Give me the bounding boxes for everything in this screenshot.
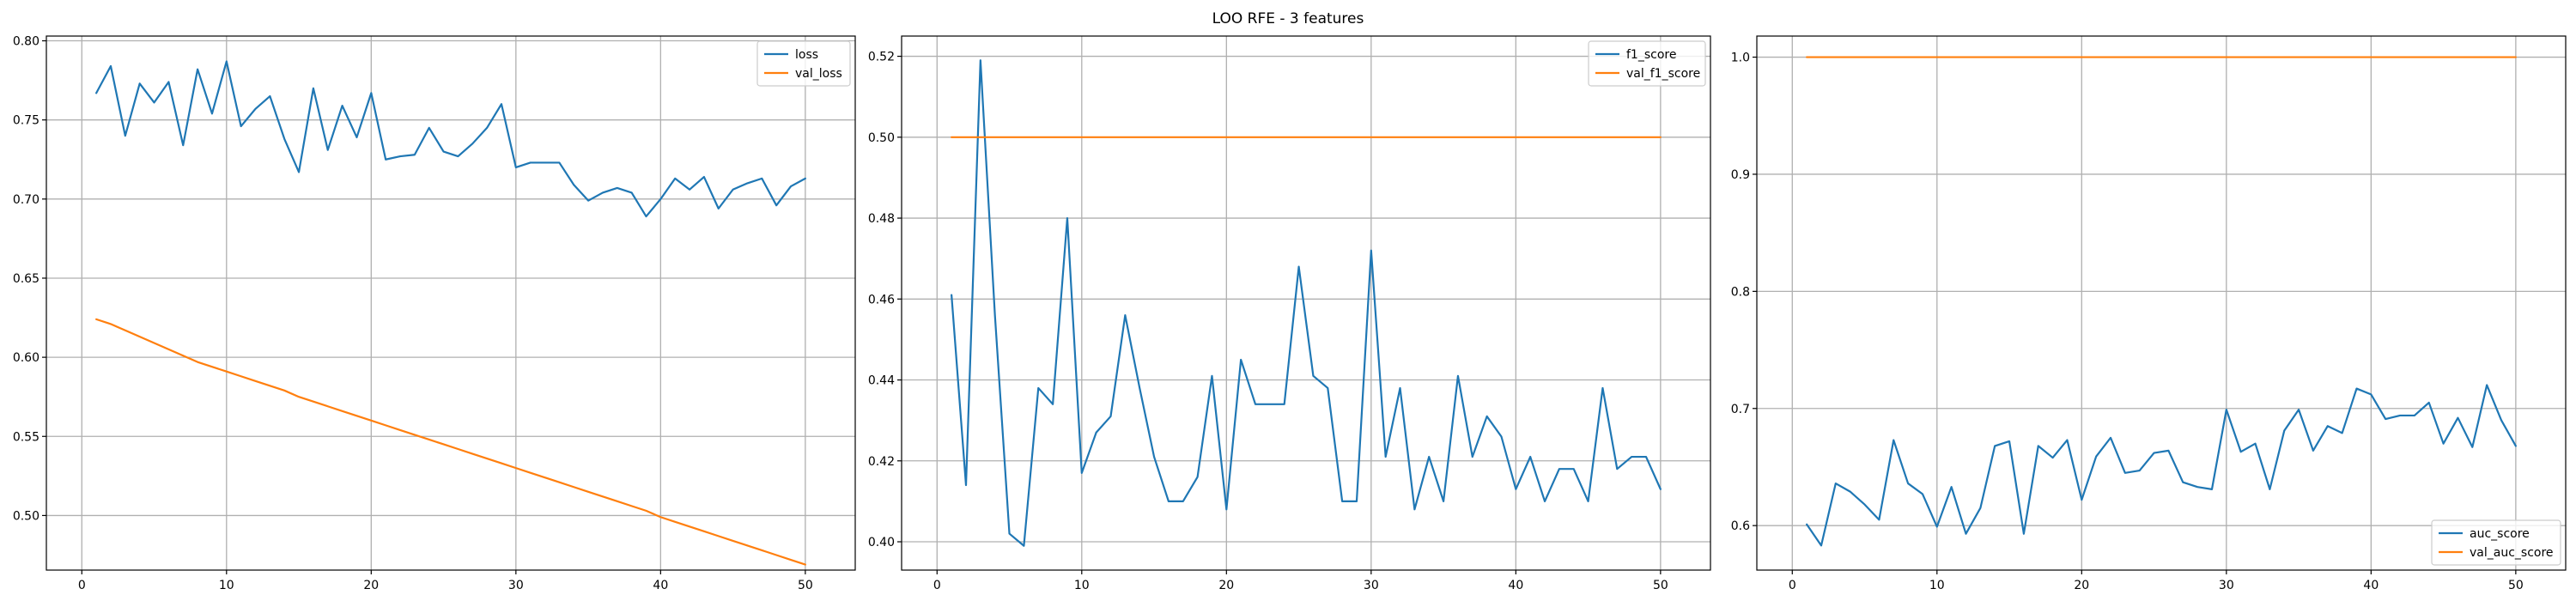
figure-title: LOO RFE - 3 features [1212, 10, 1364, 27]
y-tick-label: 0.70 [13, 193, 39, 207]
x-tick-label: 0 [1789, 579, 1796, 592]
x-tick-label: 20 [2074, 579, 2089, 592]
x-tick-label: 10 [1074, 579, 1090, 592]
y-tick-label: 0.46 [868, 293, 895, 307]
series-line-f1-score [951, 59, 1662, 547]
legend-label: f1_score [1626, 48, 1676, 62]
axes-frame [1756, 35, 2567, 571]
y-tick-label: 0.52 [868, 51, 895, 64]
y-tick-label: 0.48 [868, 212, 895, 226]
x-tick-label: 30 [508, 579, 524, 592]
x-tick-label: 0 [933, 579, 941, 592]
x-tick-label: 30 [1364, 579, 1379, 592]
y-tick-label: 0.75 [13, 114, 39, 128]
y-tick-label: 0.42 [868, 455, 895, 469]
x-tick-label: 30 [2219, 579, 2234, 592]
y-tick-label: 1.0 [1731, 52, 1750, 65]
x-tick-label: 20 [363, 579, 379, 592]
subplot-grid: 0 10 20 30 40 500.500.550.600.650.700.750.80l… [13, 35, 2567, 592]
series-line-loss [95, 60, 806, 218]
legend-label: loss [795, 48, 818, 62]
x-tick-label: 10 [219, 579, 234, 592]
legend-label: val_loss [795, 67, 842, 81]
series-line-auc-score [1806, 384, 2517, 547]
y-tick-label: 0.40 [868, 536, 895, 549]
x-tick-label: 50 [1653, 579, 1668, 592]
legend: loss val_loss [756, 40, 851, 87]
legend: f1_score val_f1_score [1588, 40, 1706, 87]
y-tick-label: 0.7 [1731, 403, 1750, 416]
legend-label: val_f1_score [1626, 67, 1700, 81]
x-tick-label: 40 [653, 579, 668, 592]
subplot-1: 0 10 20 30 40 50 0.50 0.55 0.60 0.65 0.70 0.75 0.80 l… [13, 35, 856, 592]
x-tick-label: 50 [798, 579, 813, 592]
legend-label: val_auc_score [2470, 546, 2554, 560]
legend-frame [756, 40, 851, 87]
x-tick-label: 10 [1929, 579, 1945, 592]
y-tick-label: 0.9 [1731, 168, 1750, 182]
x-tick-label: 20 [1218, 579, 1234, 592]
x-tick-label: 40 [1508, 579, 1523, 592]
legend-frame [2431, 519, 2561, 566]
y-tick-label: 0.80 [13, 35, 39, 49]
y-tick-label: 0.50 [13, 509, 39, 523]
x-tick-label: 50 [2508, 579, 2524, 592]
x-tick-label: 0 [78, 579, 86, 592]
legend-label: auc_score [2470, 527, 2530, 541]
x-tick-label: 40 [2363, 579, 2379, 592]
subplot-3: 0 10 20 30 40 50 0.6 0.7 0.8 0.9 1.0 auc_score val_a… [1731, 35, 2567, 592]
y-tick-label: 0.44 [868, 374, 895, 388]
y-tick-label: 0.8 [1731, 285, 1750, 299]
y-tick-label: 0.55 [13, 430, 39, 444]
axes-frame [46, 35, 856, 571]
y-tick-label: 0.60 [13, 351, 39, 365]
series-line-val-loss [95, 318, 806, 566]
axes-frame [901, 35, 1711, 571]
legend: auc_score val_auc_score [2431, 519, 2561, 566]
y-tick-label: 0.50 [868, 131, 895, 145]
subplot-2: 0 10 20 30 40 50 0.40 0.42 0.44 0.46 0.48 0.50 0.52 f… [868, 35, 1711, 592]
y-tick-label: 0.65 [13, 272, 39, 286]
legend-frame [1588, 40, 1706, 87]
y-tick-label: 0.6 [1731, 519, 1750, 533]
